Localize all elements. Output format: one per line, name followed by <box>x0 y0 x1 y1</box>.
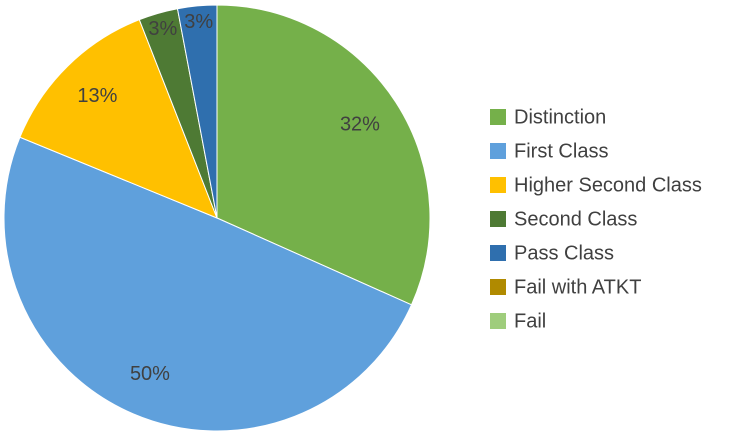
legend-label: First Class <box>514 140 608 162</box>
pie-slice <box>3 136 413 432</box>
legend-swatch <box>490 143 506 159</box>
legend: Distinction First Class Higher Second Clas… <box>490 106 702 332</box>
legend-swatch <box>490 313 506 329</box>
legend-swatch <box>490 211 506 227</box>
legend-label: Pass Class <box>514 242 614 264</box>
legend-label: Fail <box>514 310 546 332</box>
data-label: 50% <box>130 363 170 385</box>
legend-label: Distinction <box>514 106 606 128</box>
legend-label: Second Class <box>514 208 637 230</box>
data-labels: 32% 50% 13% 3% 3% <box>77 11 380 385</box>
legend-swatch <box>490 177 506 193</box>
legend-swatch <box>490 279 506 295</box>
pie-slice <box>216 4 431 306</box>
legend-swatch <box>490 245 506 261</box>
legend-label: Higher Second Class <box>514 174 702 196</box>
pie-slice <box>19 19 218 219</box>
legend-swatch <box>490 109 506 125</box>
data-label: 3% <box>148 18 177 40</box>
data-label: 3% <box>184 11 213 33</box>
legend-label: Fail with ATKT <box>514 276 641 298</box>
data-label: 13% <box>77 85 117 107</box>
data-label: 32% <box>340 114 380 136</box>
pie <box>3 4 431 432</box>
pie-slice <box>176 4 218 219</box>
